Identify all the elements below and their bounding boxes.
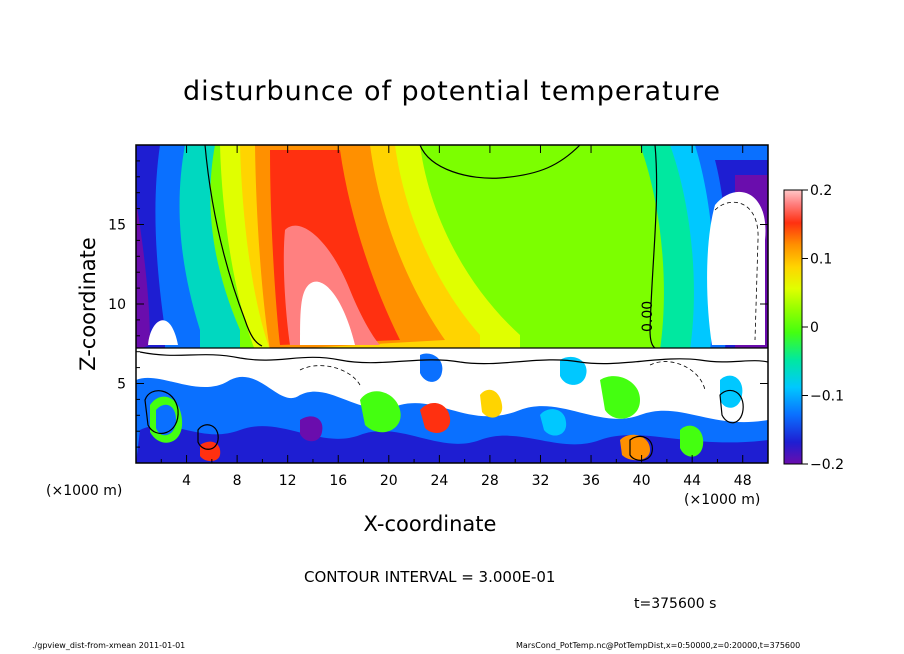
y-tick-label: 10 [108,297,126,313]
x-axis-ticks: 4 8 12 16 20 24 28 32 36 40 44 48 [160,145,752,489]
colorbar-ticks: 0.2 0.1 0 −0.1 −0.2 [802,183,844,473]
x-tick-label: 40 [633,473,651,489]
x-axis-unit-right: (×1000 m) [684,492,761,508]
footer-left: ./gpview_dist-from-xmean 2011-01-01 [32,641,186,650]
chart-title: disturbunce of potential temperature [183,76,721,107]
x-axis-unit-left: (×1000 m) [46,483,123,499]
time-label: t=375600 s [634,596,717,612]
x-tick-label: 24 [430,473,448,489]
x-tick-label: 32 [532,473,550,489]
colorbar [783,189,803,465]
colorbar-tick-label: −0.2 [810,457,844,473]
heatmap-field [136,145,768,463]
y-tick-label: 15 [108,218,126,234]
contour-label: 0.00 [640,301,656,332]
x-tick-label: 20 [380,473,398,489]
colorbar-tick-label: 0 [810,320,819,336]
x-tick-label: 4 [182,473,191,489]
colorbar-tick-label: −0.1 [810,389,844,405]
colorbar-tick-label: 0.1 [810,252,832,268]
x-tick-label: 8 [233,473,242,489]
contour-lines [136,145,768,461]
x-axis-label: X-coordinate [363,512,497,536]
x-tick-label: 16 [329,473,347,489]
x-tick-label: 36 [582,473,600,489]
y-axis-label: Z-coordinate [76,237,100,371]
y-axis-ticks: 5 10 15 [108,160,768,448]
x-tick-label: 44 [683,473,701,489]
colorbar-tick-label: 0.2 [810,183,832,199]
contour-interval-text: CONTOUR INTERVAL = 3.000E-01 [304,568,556,586]
x-tick-label: 48 [734,473,752,489]
y-tick-label: 5 [117,377,126,393]
x-tick-label: 12 [279,473,297,489]
x-tick-label: 28 [481,473,499,489]
footer-right: MarsCond_PotTemp.nc@PotTempDist,x=0:5000… [516,641,801,650]
